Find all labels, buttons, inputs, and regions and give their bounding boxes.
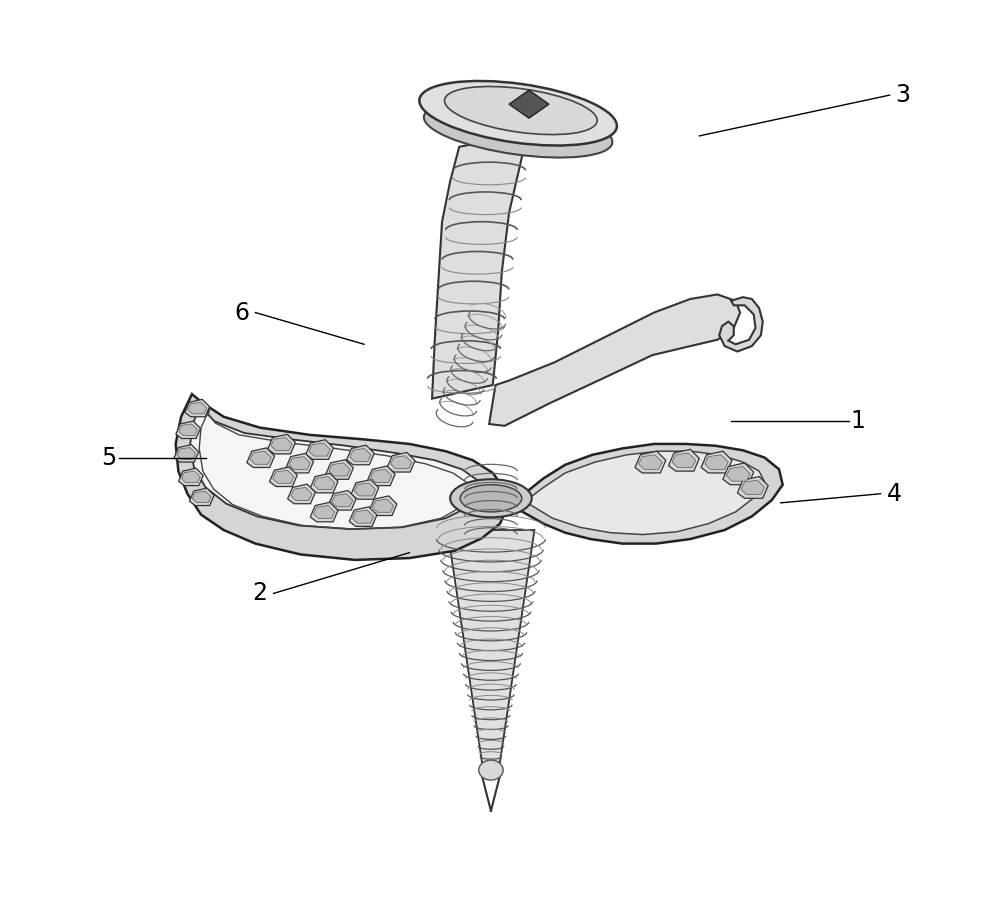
- Polygon shape: [273, 470, 294, 483]
- Polygon shape: [669, 449, 699, 471]
- Polygon shape: [639, 455, 662, 469]
- Polygon shape: [741, 480, 765, 495]
- Polygon shape: [326, 459, 353, 479]
- Polygon shape: [314, 477, 335, 489]
- Polygon shape: [250, 451, 271, 464]
- Polygon shape: [719, 297, 763, 352]
- Polygon shape: [288, 484, 315, 504]
- Polygon shape: [527, 451, 765, 535]
- Polygon shape: [672, 453, 696, 467]
- Polygon shape: [727, 467, 750, 481]
- Polygon shape: [372, 499, 394, 512]
- Polygon shape: [314, 506, 335, 518]
- Ellipse shape: [460, 485, 522, 512]
- Ellipse shape: [479, 760, 503, 780]
- Polygon shape: [737, 477, 768, 498]
- Polygon shape: [174, 445, 199, 462]
- Polygon shape: [387, 452, 415, 472]
- Polygon shape: [332, 494, 353, 506]
- Ellipse shape: [445, 86, 597, 135]
- Ellipse shape: [424, 101, 612, 158]
- Polygon shape: [181, 471, 200, 483]
- Polygon shape: [185, 400, 210, 417]
- Polygon shape: [723, 463, 754, 485]
- Polygon shape: [310, 502, 338, 522]
- Polygon shape: [306, 439, 333, 459]
- Polygon shape: [188, 402, 207, 414]
- Polygon shape: [635, 451, 666, 473]
- Ellipse shape: [450, 479, 532, 517]
- Polygon shape: [177, 448, 196, 459]
- Polygon shape: [289, 457, 310, 469]
- Polygon shape: [432, 134, 527, 399]
- Polygon shape: [371, 469, 392, 482]
- Polygon shape: [192, 491, 211, 503]
- Text: 2: 2: [252, 582, 267, 605]
- Polygon shape: [509, 91, 549, 118]
- Text: 1: 1: [850, 410, 865, 433]
- Polygon shape: [701, 451, 732, 473]
- Polygon shape: [353, 510, 374, 523]
- Text: 3: 3: [896, 83, 911, 107]
- Polygon shape: [354, 483, 376, 496]
- Polygon shape: [367, 466, 395, 486]
- Text: 5: 5: [101, 446, 116, 469]
- Polygon shape: [369, 496, 397, 516]
- Text: 6: 6: [234, 301, 249, 324]
- Polygon shape: [309, 443, 330, 456]
- Polygon shape: [271, 438, 292, 450]
- Polygon shape: [176, 421, 200, 439]
- Polygon shape: [349, 506, 377, 526]
- Polygon shape: [179, 468, 203, 486]
- Polygon shape: [270, 467, 297, 487]
- Polygon shape: [705, 455, 728, 469]
- Polygon shape: [176, 394, 507, 560]
- Polygon shape: [391, 456, 412, 468]
- Polygon shape: [328, 490, 356, 510]
- Polygon shape: [189, 488, 214, 506]
- Polygon shape: [509, 444, 783, 544]
- Polygon shape: [329, 463, 350, 476]
- Polygon shape: [179, 424, 198, 436]
- Polygon shape: [286, 453, 314, 473]
- Polygon shape: [190, 400, 482, 529]
- Polygon shape: [291, 487, 312, 500]
- Polygon shape: [350, 448, 371, 461]
- Polygon shape: [489, 294, 740, 426]
- Polygon shape: [347, 445, 374, 465]
- Polygon shape: [447, 530, 534, 770]
- Polygon shape: [310, 473, 338, 493]
- Ellipse shape: [419, 81, 617, 146]
- Polygon shape: [268, 434, 295, 454]
- Text: 4: 4: [887, 482, 902, 506]
- Polygon shape: [247, 448, 275, 467]
- Polygon shape: [351, 479, 379, 499]
